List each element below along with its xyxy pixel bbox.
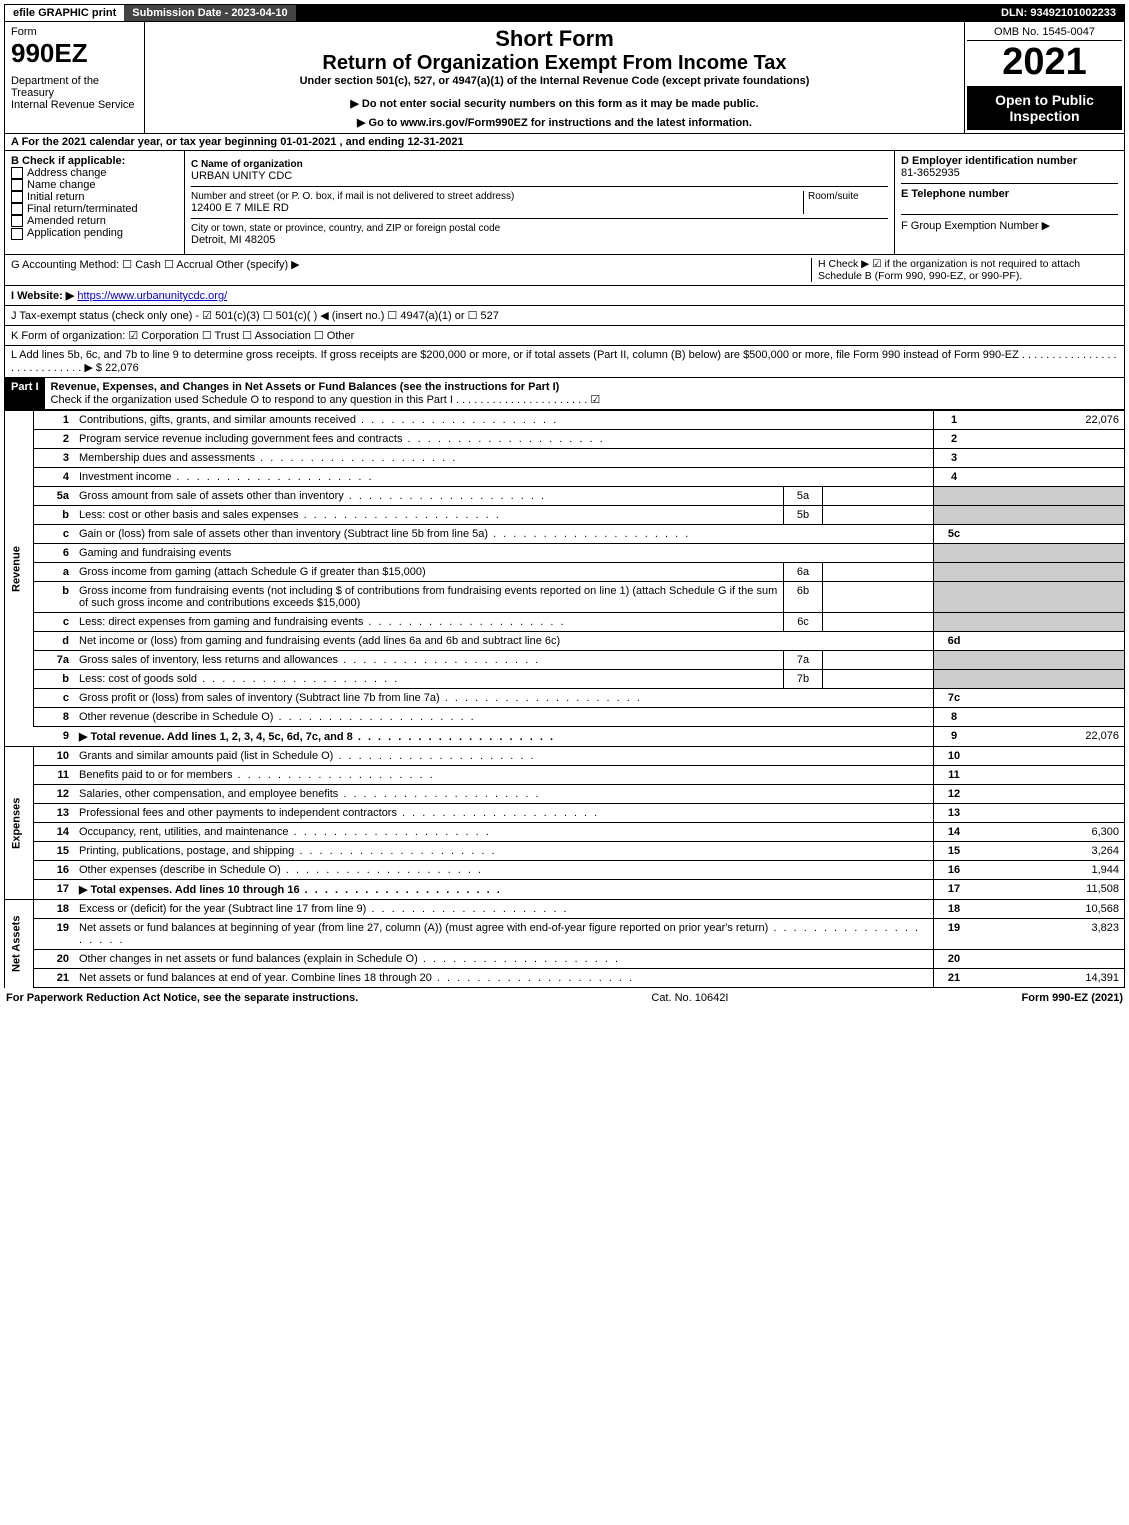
header-center: Short Form Return of Organization Exempt… xyxy=(145,22,964,133)
line-19: 19Net assets or fund balances at beginni… xyxy=(5,919,1125,950)
line-6: 6Gaming and fundraising events xyxy=(5,544,1125,563)
chk-name-change[interactable] xyxy=(11,179,23,191)
form-number: 990EZ xyxy=(11,38,138,69)
row-k: K Form of organization: ☑ Corporation ☐ … xyxy=(4,326,1125,346)
line-14: 14Occupancy, rent, utilities, and mainte… xyxy=(5,823,1125,842)
section-c: C Name of organization URBAN UNITY CDC N… xyxy=(185,151,894,254)
line-6a: aGross income from gaming (attach Schedu… xyxy=(5,563,1125,582)
part1-title: Revenue, Expenses, and Changes in Net As… xyxy=(51,381,560,393)
c-addr-label: Number and street (or P. O. box, if mail… xyxy=(191,191,803,202)
lbl-initial-return: Initial return xyxy=(27,191,84,203)
submission-date: Submission Date - 2023-04-10 xyxy=(124,5,295,21)
org-street: 12400 E 7 MILE RD xyxy=(191,202,803,214)
top-bar: efile GRAPHIC print Submission Date - 20… xyxy=(4,4,1125,22)
chk-amended-return[interactable] xyxy=(11,215,23,227)
header-right: OMB No. 1545-0047 2021 Open to Public In… xyxy=(964,22,1124,133)
form-word: Form xyxy=(11,26,138,38)
line-17: 17Total expenses. Add lines 10 through 1… xyxy=(5,880,1125,900)
line-7c: cGross profit or (loss) from sales of in… xyxy=(5,689,1125,708)
line-10: Expenses 10Grants and similar amounts pa… xyxy=(5,747,1125,766)
line-8: 8Other revenue (describe in Schedule O)8 xyxy=(5,708,1125,727)
footer-left: For Paperwork Reduction Act Notice, see … xyxy=(6,992,358,1004)
omb-number: OMB No. 1545-0047 xyxy=(967,24,1122,41)
row-gh: G Accounting Method: ☐ Cash ☐ Accrual Ot… xyxy=(4,255,1125,286)
line-5b: bLess: cost or other basis and sales exp… xyxy=(5,506,1125,525)
lbl-name-change: Name change xyxy=(27,179,96,191)
section-def: D Employer identification number 81-3652… xyxy=(894,151,1124,254)
c-name-label: C Name of organization xyxy=(191,159,888,170)
line-13: 13Professional fees and other payments t… xyxy=(5,804,1125,823)
open-to-public: Open to Public Inspection xyxy=(967,86,1122,130)
line-15: 15Printing, publications, postage, and s… xyxy=(5,842,1125,861)
row-i-label: I Website: ▶ xyxy=(11,290,74,302)
line-11: 11Benefits paid to or for members11 xyxy=(5,766,1125,785)
row-h: H Check ▶ ☑ if the organization is not r… xyxy=(811,258,1118,282)
goto-text: ▶ Go to www.irs.gov/Form990EZ for instru… xyxy=(357,117,752,129)
c-city-label: City or town, state or province, country… xyxy=(191,223,888,234)
return-title: Return of Organization Exempt From Incom… xyxy=(153,52,956,75)
website-link[interactable]: https://www.urbanunitycdc.org/ xyxy=(77,290,227,302)
line-7a: 7aGross sales of inventory, less returns… xyxy=(5,651,1125,670)
section-b: B Check if applicable: Address change Na… xyxy=(5,151,185,254)
line-1: Revenue 1 Contributions, gifts, grants, … xyxy=(5,411,1125,430)
side-netassets: Net Assets xyxy=(5,900,34,988)
footer-right: Form 990-EZ (2021) xyxy=(1022,992,1123,1004)
row-l: L Add lines 5b, 6c, and 7b to line 9 to … xyxy=(4,346,1125,378)
lbl-final-return: Final return/terminated xyxy=(27,203,138,215)
line-4: 4Investment income4 xyxy=(5,468,1125,487)
d-ein-label: D Employer identification number xyxy=(901,155,1118,167)
lines-table: Revenue 1 Contributions, gifts, grants, … xyxy=(4,410,1125,988)
line-7b: bLess: cost of goods sold7b xyxy=(5,670,1125,689)
part1-label: Part I xyxy=(5,378,45,409)
line-12: 12Salaries, other compensation, and empl… xyxy=(5,785,1125,804)
dept-label: Department of the Treasury Internal Reve… xyxy=(11,75,138,111)
line-16: 16Other expenses (describe in Schedule O… xyxy=(5,861,1125,880)
chk-final-return[interactable] xyxy=(11,203,23,215)
short-form-title: Short Form xyxy=(153,26,956,52)
part1-header-row: Part I Revenue, Expenses, and Changes in… xyxy=(4,378,1125,410)
side-revenue: Revenue xyxy=(5,411,34,727)
header-left: Form 990EZ Department of the Treasury In… xyxy=(5,22,145,133)
line-3: 3Membership dues and assessments3 xyxy=(5,449,1125,468)
row-i: I Website: ▶ https://www.urbanunitycdc.o… xyxy=(4,286,1125,306)
under-section: Under section 501(c), 527, or 4947(a)(1)… xyxy=(153,75,956,87)
page-footer: For Paperwork Reduction Act Notice, see … xyxy=(4,988,1125,1008)
footer-center: Cat. No. 10642I xyxy=(651,992,728,1004)
row-g: G Accounting Method: ☐ Cash ☐ Accrual Ot… xyxy=(11,258,811,282)
line-6c: cLess: direct expenses from gaming and f… xyxy=(5,613,1125,632)
section-b-title: B Check if applicable: xyxy=(11,155,178,167)
line-9: 9Total revenue. Add lines 1, 2, 3, 4, 5c… xyxy=(5,727,1125,747)
lbl-application-pending: Application pending xyxy=(27,227,123,239)
chk-initial-return[interactable] xyxy=(11,191,23,203)
info-grid: B Check if applicable: Address change Na… xyxy=(4,151,1125,255)
ein-value: 81-3652935 xyxy=(901,167,1118,179)
tax-year: 2021 xyxy=(967,41,1122,84)
line-20: 20Other changes in net assets or fund ba… xyxy=(5,950,1125,969)
part1-check-note: Check if the organization used Schedule … xyxy=(51,394,601,406)
e-tel-label: E Telephone number xyxy=(901,183,1118,200)
line-6b: bGross income from fundraising events (n… xyxy=(5,582,1125,613)
f-group-label: F Group Exemption Number ▶ xyxy=(901,214,1118,232)
org-name: URBAN UNITY CDC xyxy=(191,170,888,182)
efile-label[interactable]: efile GRAPHIC print xyxy=(5,5,124,21)
no-ssn-note: ▶ Do not enter social security numbers o… xyxy=(153,97,956,110)
row-j: J Tax-exempt status (check only one) - ☑… xyxy=(4,306,1125,326)
goto-link[interactable]: ▶ Go to www.irs.gov/Form990EZ for instru… xyxy=(153,116,956,129)
line-5c: cGain or (loss) from sale of assets othe… xyxy=(5,525,1125,544)
side-expenses: Expenses xyxy=(5,747,34,900)
lbl-amended-return: Amended return xyxy=(27,215,106,227)
lbl-address-change: Address change xyxy=(27,167,107,179)
form-header: Form 990EZ Department of the Treasury In… xyxy=(4,22,1125,134)
row-a-period: A For the 2021 calendar year, or tax yea… xyxy=(4,134,1125,151)
chk-address-change[interactable] xyxy=(11,167,23,179)
line-18: Net Assets 18Excess or (deficit) for the… xyxy=(5,900,1125,919)
line-21: 21Net assets or fund balances at end of … xyxy=(5,969,1125,988)
dln: DLN: 93492101002233 xyxy=(993,5,1124,21)
room-suite-label: Room/suite xyxy=(803,191,888,214)
line-2: 2Program service revenue including gover… xyxy=(5,430,1125,449)
chk-application-pending[interactable] xyxy=(11,228,23,240)
line-5a: 5aGross amount from sale of assets other… xyxy=(5,487,1125,506)
line-6d: dNet income or (loss) from gaming and fu… xyxy=(5,632,1125,651)
org-city: Detroit, MI 48205 xyxy=(191,234,888,246)
